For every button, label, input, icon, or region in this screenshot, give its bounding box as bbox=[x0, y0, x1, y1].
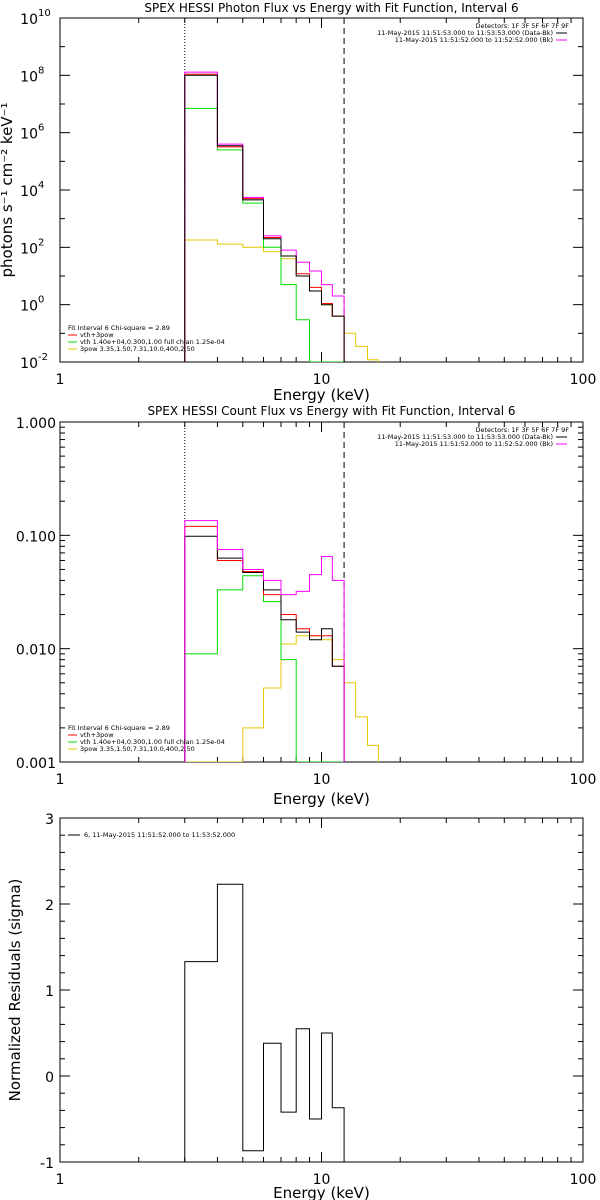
legend-residuals: 6, 11-May-2015 11:51:52.000 to 11:53:52.… bbox=[84, 831, 235, 839]
y-tick-label: 0.010 bbox=[16, 643, 56, 659]
y-tick-label: 10 bbox=[20, 184, 38, 200]
y-axis-label: Normalized Residuals (sigma) bbox=[6, 879, 24, 1102]
y-tick-label: 0 bbox=[45, 1070, 54, 1086]
count-flux-panel: SPEX HESSI Count Flux vs Energy with Fit… bbox=[16, 404, 596, 808]
residuals-panel: 1 10 100 -1 0 1 2 3 Energy (keV) Normalized Resid… bbox=[6, 812, 596, 1200]
x-axis-label: Energy (keV) bbox=[273, 386, 370, 404]
series-thermal bbox=[184, 107, 345, 362]
x-tick-label: 1 bbox=[56, 1172, 65, 1188]
y-tick-label: 3 bbox=[45, 812, 54, 828]
photon-flux-panel: SPEX HESSI Photon Flux vs Energy with Fi… bbox=[0, 1, 596, 404]
x-tick-label: 100 bbox=[570, 772, 597, 788]
legend-detectors: Detectors: 1F 3F 5F 6F 7F 9F bbox=[475, 426, 569, 434]
x-tick-label: 10 bbox=[313, 1172, 331, 1188]
y-tick-label: 0.100 bbox=[16, 529, 56, 545]
legend-powerlaw: 3pow 3.35,1.50,7.31,10.0,400,2.50 bbox=[80, 745, 195, 753]
y-axis-label: photons s⁻¹ cm⁻² keV⁻¹ bbox=[0, 103, 16, 278]
panel-title: SPEX HESSI Count Flux vs Energy with Fit… bbox=[147, 404, 515, 418]
x-tick-label: 10 bbox=[313, 372, 331, 388]
y-tick-exponent: 4 bbox=[38, 180, 44, 191]
legend-total-fit: vth+3pow bbox=[80, 731, 114, 739]
series-total-fit bbox=[184, 73, 345, 362]
y-tick-label: 10 bbox=[20, 356, 38, 372]
y-tick-exponent: 8 bbox=[38, 65, 44, 76]
panel-title: SPEX HESSI Photon Flux vs Energy with Fi… bbox=[144, 1, 518, 15]
x-tick-label: 100 bbox=[570, 1172, 597, 1188]
y-tick-label: 2 bbox=[45, 898, 54, 914]
x-tick-label: 1 bbox=[56, 772, 65, 788]
legend-data-interval: 11-May-2015 11:51:53.000 to 11:53:53.000… bbox=[377, 433, 553, 441]
y-tick-exponent: 6 bbox=[38, 123, 44, 134]
series-data bbox=[184, 535, 345, 762]
plot-frame bbox=[59, 17, 584, 363]
y-tick-label: 1 bbox=[45, 984, 54, 1000]
x-tick-label: 1 bbox=[56, 372, 65, 388]
y-tick-label: 10 bbox=[20, 127, 38, 143]
series-thermal bbox=[184, 575, 345, 762]
legend-powerlaw: 3pow 3.35,1.50,7.31,10.0,400,2.50 bbox=[80, 345, 195, 353]
y-tick-label: 10 bbox=[20, 299, 38, 315]
y-tick-label: -1 bbox=[40, 1156, 54, 1172]
y-tick-label: 10 bbox=[20, 69, 38, 85]
y-tick-exponent: -2 bbox=[38, 352, 48, 363]
legend-bk-interval: 11-May-2015 11:51:52.000 to 11:52:52.000… bbox=[395, 36, 553, 44]
legend-thermal: vth 1.40e+04,0.300,1.00 full chian 1.25e… bbox=[80, 338, 225, 346]
y-tick-exponent: 0 bbox=[38, 295, 44, 306]
legend-data-interval: 11-May-2015 11:51:53.000 to 11:53:53.000… bbox=[377, 29, 553, 37]
y-tick-label: 10 bbox=[20, 241, 38, 257]
x-tick-label: 10 bbox=[313, 772, 331, 788]
legend-thermal: vth 1.40e+04,0.300,1.00 full chian 1.25e… bbox=[80, 738, 225, 746]
x-axis-label: Energy (keV) bbox=[273, 1184, 370, 1200]
series-background bbox=[184, 71, 345, 362]
legend-detectors: Detectors: 1F 3F 5F 6F 7F 9F bbox=[475, 22, 569, 30]
series-total-fit bbox=[184, 525, 345, 762]
y-tick-label: 0.001 bbox=[16, 756, 56, 772]
x-tick-label: 100 bbox=[570, 372, 597, 388]
legend-bk-interval: 11-May-2015 11:51:52.000 to 11:52:52.000… bbox=[395, 440, 553, 448]
series-residuals bbox=[184, 883, 345, 1162]
y-tick-exponent: 2 bbox=[38, 237, 44, 248]
y-tick-label: 10 bbox=[20, 12, 38, 28]
plot-frame bbox=[59, 421, 584, 763]
legend-fit-info: Fit Interval 6 Chi-square = 2.89 bbox=[68, 724, 170, 732]
legend-total-fit: vth+3pow bbox=[80, 331, 114, 339]
y-tick-label: 1.000 bbox=[16, 416, 56, 432]
series-background bbox=[184, 520, 345, 762]
x-axis-label: Energy (keV) bbox=[273, 790, 370, 808]
series-data bbox=[184, 74, 345, 362]
legend-fit-info: Fit Interval 6 Chi-square = 2.89 bbox=[68, 324, 170, 332]
y-tick-exponent: 10 bbox=[38, 8, 51, 19]
